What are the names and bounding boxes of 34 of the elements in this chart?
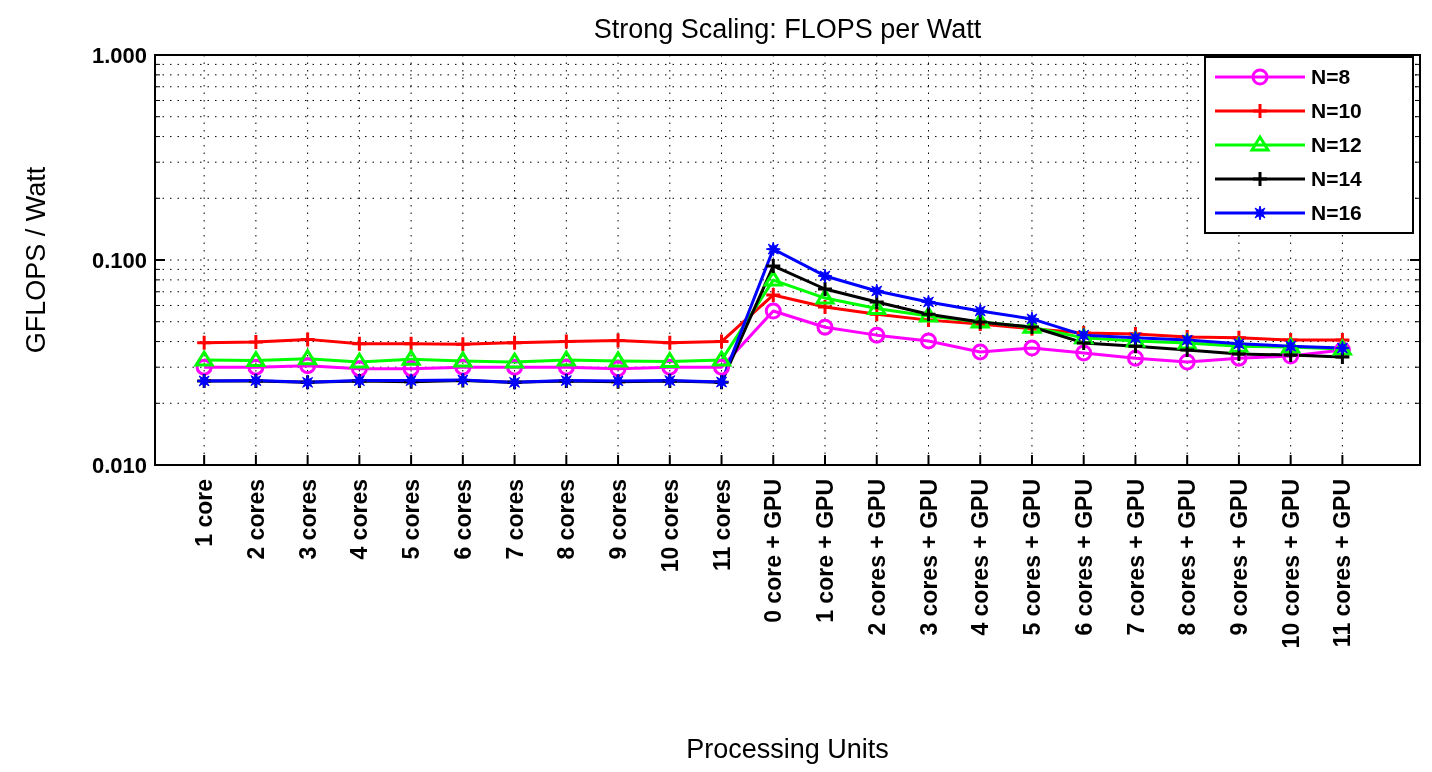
x-tick-label: 6 cores + GPU bbox=[1070, 479, 1097, 636]
x-tick-label: 0 core + GPU bbox=[760, 479, 787, 623]
x-tick-label: 1 core bbox=[191, 479, 218, 547]
x-tick-label: 11 cores + GPU bbox=[1329, 479, 1356, 648]
x-tick-label: 8 cores bbox=[553, 479, 580, 560]
x-tick-label: 5 cores bbox=[398, 479, 425, 560]
y-tick-label: 1.000 bbox=[91, 42, 147, 68]
legend-label: N=8 bbox=[1311, 65, 1351, 89]
x-tick-label: 3 cores bbox=[294, 479, 321, 560]
x-tick-label: 10 cores bbox=[656, 479, 683, 573]
x-tick-label: 9 cores bbox=[605, 479, 632, 560]
legend-label: N=12 bbox=[1311, 133, 1362, 157]
x-tick-label: 4 cores + GPU bbox=[967, 479, 994, 636]
y-tick-label: 0.100 bbox=[91, 247, 147, 273]
x-tick-label: 2 cores + GPU bbox=[863, 479, 890, 636]
x-tick-label: 9 cores + GPU bbox=[1225, 479, 1252, 636]
x-tick-label: 4 cores bbox=[346, 479, 373, 560]
legend-label: N=16 bbox=[1311, 201, 1362, 225]
x-tick-label: 11 cores bbox=[708, 479, 735, 572]
x-tick-label: 10 cores + GPU bbox=[1277, 479, 1304, 649]
x-tick-label: 6 cores bbox=[449, 479, 476, 560]
x-tick-label: 7 cores bbox=[501, 479, 528, 560]
legend-label: N=10 bbox=[1311, 99, 1362, 123]
legend-label: N=14 bbox=[1311, 167, 1363, 191]
x-tick-label: 3 cores + GPU bbox=[915, 479, 942, 636]
x-tick-label: 5 cores + GPU bbox=[1019, 479, 1046, 636]
x-tick-label: 2 cores bbox=[242, 479, 269, 560]
x-tick-label: 1 core + GPU bbox=[812, 479, 839, 623]
x-tick-label: 7 cores + GPU bbox=[1122, 479, 1149, 636]
chart-title: Strong Scaling: FLOPS per Watt bbox=[593, 14, 982, 44]
x-tick-label: 8 cores + GPU bbox=[1174, 479, 1201, 636]
x-axis-title: Processing Units bbox=[686, 734, 889, 764]
y-axis-title: GFLOPS / Watt bbox=[21, 166, 51, 354]
y-tick-label: 0.010 bbox=[91, 452, 147, 478]
